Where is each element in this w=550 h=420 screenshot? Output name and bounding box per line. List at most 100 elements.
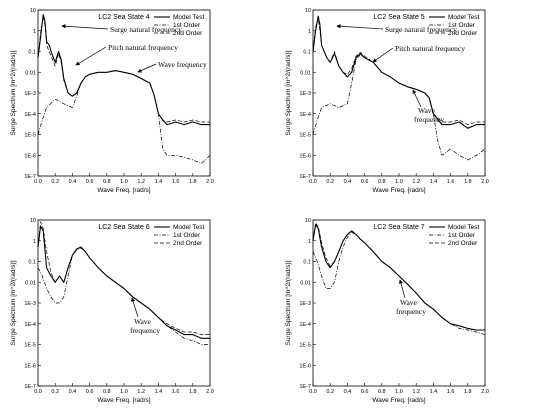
x-tick-label: 1.8: [189, 179, 197, 185]
y-tick-label: 10: [30, 8, 36, 14]
x-tick-label: 1.4: [155, 179, 163, 185]
y-tick-label: 10: [305, 8, 311, 14]
series-line-2nd-order: [37, 15, 210, 123]
y-tick-label: 0.1: [303, 260, 311, 266]
y-tick-label: 0.1: [28, 260, 36, 266]
legend-entry: Model Test: [173, 224, 205, 231]
annotation-arrow: [336, 24, 384, 30]
y-tick-label: 10: [305, 218, 311, 224]
annotation-arrow: [131, 297, 139, 318]
chart-title: LC2 Sea State 6: [98, 224, 149, 231]
x-tick-label: 1.2: [412, 389, 420, 395]
y-tick-label: 1: [308, 239, 311, 245]
annotation-label: Surge natural frequency: [110, 25, 182, 34]
x-tick-label: 0.2: [51, 179, 59, 185]
x-tick-label: 0.0: [309, 389, 317, 395]
legend-entry: 2nd Order: [173, 240, 203, 247]
x-tick-label: 0.6: [361, 389, 369, 395]
x-tick-label: 0.0: [34, 179, 42, 185]
x-tick-label: 2.0: [481, 389, 489, 395]
x-tick-label: 1.4: [430, 389, 438, 395]
x-tick-label: 0.0: [309, 179, 317, 185]
series-line-1st-order: [312, 232, 486, 335]
x-axis-label: Wave Freq. [rad/s]: [97, 187, 150, 194]
x-tick-label: 0.4: [69, 179, 77, 185]
y-tick-label: 1E-4: [299, 322, 311, 328]
y-tick-label: 0.01: [25, 280, 36, 286]
annotation-arrow: [137, 63, 157, 73]
x-tick-label: 0.8: [103, 389, 111, 395]
annotation-arrow: [61, 24, 109, 30]
annotation-arrow: [398, 279, 406, 299]
x-tick-label: 0.6: [86, 389, 94, 395]
series-line-2nd-order: [312, 17, 485, 125]
y-tick-label: 0.01: [25, 70, 36, 76]
y-tick-label: 0.1: [28, 50, 36, 56]
series-line-2nd-order: [312, 222, 485, 331]
annotation-label: frequency: [414, 115, 444, 124]
y-tick-label: 10: [30, 218, 36, 224]
x-tick-label: 1.0: [120, 389, 128, 395]
x-tick-label: 2.0: [481, 179, 489, 185]
chart-title: LC2 Sea State 4: [98, 14, 149, 21]
y-tick-label: 1E-5: [24, 133, 36, 139]
y-tick-label: 1E-3: [24, 301, 36, 307]
legend-entry: Model Test: [448, 14, 480, 21]
series-line-1st-order: [312, 54, 486, 161]
annotation-label: Wave: [418, 106, 436, 115]
x-tick-label: 1.6: [447, 389, 455, 395]
x-tick-label: 0.8: [378, 179, 386, 185]
y-tick-label: 1: [33, 239, 36, 245]
x-tick-label: 1.8: [189, 389, 197, 395]
x-tick-label: 0.6: [361, 179, 369, 185]
x-tick-label: 0.6: [86, 179, 94, 185]
x-tick-label: 1.0: [120, 179, 128, 185]
series-line-1st-order: [37, 247, 210, 345]
y-tick-label: 1E-6: [24, 363, 36, 369]
series-line-1st-order: [37, 70, 211, 164]
annotation-arrow: [412, 89, 422, 108]
annotation-label: Pitch natural frequency: [108, 43, 178, 52]
x-tick-label: 1.8: [464, 179, 472, 185]
x-tick-label: 1.2: [137, 179, 145, 185]
x-tick-label: 1.4: [430, 179, 438, 185]
x-tick-label: 1.0: [395, 389, 403, 395]
y-axis-label: Surge Spectrum [m^2/(rad/s)]: [285, 50, 292, 135]
annotation-label: Wave frequency: [158, 60, 207, 69]
legend-entry: 2nd Order: [448, 30, 478, 37]
y-tick-label: 0.01: [300, 280, 311, 286]
y-tick-label: 1E-7: [24, 384, 36, 390]
x-tick-label: 0.2: [326, 389, 334, 395]
annotation-label: Surge natural frequency: [385, 25, 457, 34]
chart-title: LC2 Sea State 7: [373, 224, 424, 231]
series-line-2nd-order: [37, 221, 210, 335]
y-tick-label: 1E-7: [299, 174, 311, 180]
x-tick-label: 0.4: [69, 389, 77, 395]
annotation-label: Wave: [134, 317, 152, 326]
x-tick-label: 0.8: [103, 179, 111, 185]
x-tick-label: 2.0: [206, 179, 214, 185]
chart-panel-1: 0.0 0.2 0.4 0.6 0.8 1.0 1.2 1.4 1.6 1.8 2.0 1E-7 1E-…: [10, 8, 214, 194]
legend-entry: 1st Order: [448, 22, 476, 29]
chart-panel-4: 0.0 0.2 0.4 0.6 0.8 1.0 1.2 1.4 1.6 1.8 2.0 1E-7 1E-…: [285, 218, 489, 404]
x-tick-label: 1.6: [172, 389, 180, 395]
x-tick-label: 0.2: [326, 179, 334, 185]
annotation-arrow: [75, 46, 107, 66]
legend-entry: 2nd Order: [448, 240, 478, 247]
legend-entry: Model Test: [173, 14, 205, 21]
x-axis-label: Wave Freq. [rad/s]: [372, 187, 425, 194]
y-tick-label: 0.01: [300, 70, 311, 76]
x-tick-label: 1.2: [137, 389, 145, 395]
legend-entry: 1st Order: [173, 22, 201, 29]
y-tick-label: 1E-5: [24, 343, 36, 349]
x-tick-label: 2.0: [206, 389, 214, 395]
legend-entry: Model Test: [448, 224, 480, 231]
y-tick-label: 1E-6: [24, 153, 36, 159]
chart-title: LC2 Sea State 5: [373, 14, 424, 21]
chart-panel-3: 0.0 0.2 0.4 0.6 0.8 1.0 1.2 1.4 1.6 1.8 2.0 1E-7 1E-…: [10, 218, 214, 404]
y-tick-label: 1E-6: [299, 153, 311, 159]
annotation-label: frequency: [396, 307, 426, 316]
x-tick-label: 0.8: [378, 389, 386, 395]
y-tick-label: 1E-5: [299, 343, 311, 349]
